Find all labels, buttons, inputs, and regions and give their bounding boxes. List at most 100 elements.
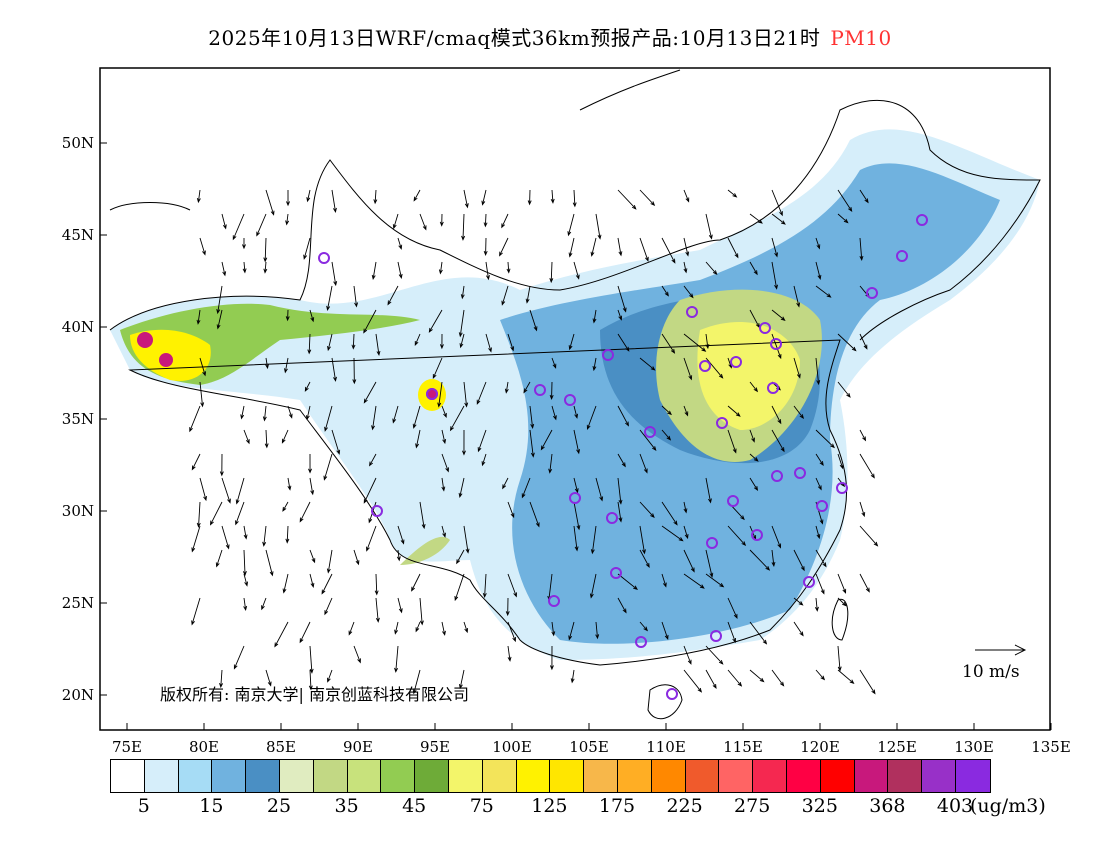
wind-arrow	[683, 405, 689, 417]
wind-arrow	[326, 285, 333, 311]
wind-arrow	[458, 669, 465, 690]
wind-arrow	[463, 189, 469, 209]
wind-arrow	[419, 213, 427, 231]
wind-arrow	[567, 213, 575, 237]
lat-tick-label: 25N	[62, 594, 94, 612]
city-marker	[916, 214, 928, 226]
wind-arrow	[331, 261, 338, 287]
wind-arrow	[441, 477, 446, 492]
wind-arrow	[504, 381, 509, 394]
wind-arrow	[815, 285, 832, 298]
wind-arrow	[262, 525, 267, 547]
lon-tick-label: 135E	[1031, 738, 1071, 756]
wind-arrow	[481, 453, 487, 467]
wind-arrow	[363, 381, 377, 404]
wind-arrow	[551, 621, 556, 637]
wind-arrow	[705, 477, 712, 504]
wind-arrow	[463, 525, 470, 554]
wind-arrow	[437, 381, 443, 408]
wind-arrow	[727, 621, 736, 644]
legend-swatch	[854, 760, 889, 792]
wind-arrow	[837, 333, 857, 352]
wind-arrow	[793, 357, 801, 379]
wind-arrow	[683, 573, 705, 589]
wind-arrow	[859, 453, 875, 479]
wind-arrow	[590, 237, 597, 257]
city-marker	[548, 595, 560, 607]
wind-arrow	[507, 333, 515, 352]
wind-arrow	[793, 285, 801, 308]
wind-arrow	[859, 525, 879, 547]
wind-arrow	[573, 525, 579, 552]
wind-arrow	[282, 573, 289, 594]
wind-arrow	[199, 381, 205, 408]
lon-tick-label: 95E	[420, 738, 450, 756]
wind-arrow	[262, 405, 267, 422]
wind-arrow	[454, 573, 465, 602]
wind-scale-arrow	[975, 644, 1027, 656]
wind-arrow	[287, 477, 292, 491]
wind-arrow	[639, 501, 655, 519]
wind-arrow	[396, 549, 401, 562]
city-marker	[686, 306, 698, 318]
wind-arrow	[573, 501, 581, 531]
wind-arrow	[265, 669, 272, 687]
wind-arrow	[661, 333, 676, 354]
wind-arrow	[521, 477, 531, 499]
legend-swatch	[279, 760, 314, 792]
city-markers	[318, 214, 928, 700]
wind-arrow	[287, 405, 293, 419]
legend-swatch	[111, 760, 145, 792]
wind-arrow	[705, 669, 717, 689]
wind-arrow	[573, 477, 579, 494]
wind-arrow	[242, 549, 247, 577]
wind-arrow	[551, 357, 557, 369]
wind-arrow	[527, 189, 532, 206]
legend-swatch	[550, 760, 585, 792]
wind-arrow	[771, 189, 783, 217]
wind-arrow	[661, 429, 672, 441]
wind-arrow	[352, 357, 357, 385]
legend-label: 175	[598, 795, 636, 817]
field-south-tibet	[400, 536, 450, 565]
wind-arrow	[771, 669, 785, 687]
china-border	[109, 99, 1041, 666]
legend-swatch	[651, 760, 686, 792]
wind-arrow	[815, 477, 822, 491]
wind-arrow	[617, 189, 637, 210]
legend-swatch	[415, 760, 449, 792]
lon-tick-label: 75E	[112, 738, 142, 756]
city-marker	[794, 467, 806, 479]
hotspot	[137, 332, 153, 348]
city-marker	[371, 505, 383, 517]
wind-arrow	[394, 645, 399, 673]
copyright-text: 版权所有: 南京大学| 南京创蓝科技有限公司	[160, 685, 469, 704]
wind-arrow	[216, 285, 223, 315]
wind-arrow	[749, 477, 759, 491]
wind-arrow	[458, 309, 465, 338]
wind-arrow	[573, 261, 580, 280]
wind-arrow	[683, 237, 690, 257]
wind-arrow	[348, 621, 355, 636]
wind-arrow	[387, 285, 399, 306]
wind-arrow	[263, 237, 268, 263]
wind-arrow	[394, 621, 399, 635]
lon-tick-label: 85E	[266, 738, 296, 756]
legend-swatch	[246, 760, 280, 792]
wind-arrow	[793, 405, 805, 420]
wind-arrow	[749, 621, 768, 645]
legend-swatch	[820, 760, 855, 792]
wind-arrow	[331, 357, 337, 382]
wind-arrow	[501, 285, 509, 306]
wind-arrow	[191, 453, 201, 471]
wind-arrow	[285, 525, 290, 544]
wind-arrow	[505, 597, 510, 617]
wind-arrow	[568, 237, 575, 258]
wind-arrow	[309, 645, 314, 674]
city-marker	[816, 500, 828, 512]
wind-arrow	[374, 573, 379, 596]
wind-arrow	[363, 309, 377, 334]
wind-arrow	[837, 189, 853, 213]
wind-arrow	[727, 237, 739, 259]
wind-arrow	[683, 357, 693, 381]
